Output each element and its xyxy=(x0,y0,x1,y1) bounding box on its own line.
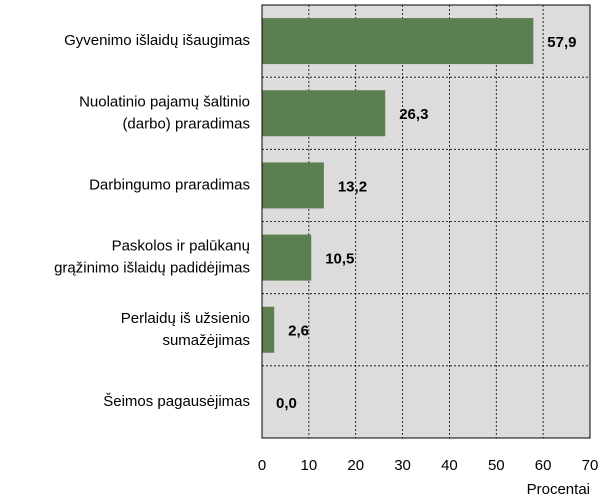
y-tick-label-line: Darbingumo praradimas xyxy=(89,176,250,193)
value-label: 13,2 xyxy=(338,178,367,195)
x-tick-label: 30 xyxy=(394,457,411,474)
y-tick-label-line: Gyvenimo išlaidų išaugimas xyxy=(64,32,250,49)
x-tick-label: 10 xyxy=(301,457,318,474)
y-tick-label: Darbingumo praradimas xyxy=(89,176,250,193)
y-tick-label: Gyvenimo išlaidų išaugimas xyxy=(64,32,250,49)
x-tick-label: 50 xyxy=(488,457,505,474)
bar xyxy=(262,90,386,137)
y-tick-label-line: Paskolos ir palūkanų xyxy=(112,238,250,255)
value-label: 0,0 xyxy=(276,395,297,412)
y-tick-label: Perlaidų iš užsienio sumažėjimas xyxy=(121,310,250,349)
y-tick-label-line: (darbo) praradimas xyxy=(122,115,250,132)
plot-border xyxy=(261,4,591,439)
y-tick-label: Paskolos ir palūkanų grąžinimo išlaidų pa… xyxy=(54,238,250,277)
y-tick-label-line: grąžinimo išlaidų padidėjimas xyxy=(54,260,250,277)
bar xyxy=(262,162,324,209)
y-tick-label: Šeimos pagausėjimas xyxy=(103,393,250,410)
x-axis-label: Procentai xyxy=(527,481,590,497)
y-tick-label-line: Nuolatinio pajamų šaltinio xyxy=(79,93,250,110)
y-tick-label-line: sumažėjimas xyxy=(162,332,250,349)
y-tick-label-line: Perlaidų iš užsienio xyxy=(121,310,250,327)
value-label: 57,9 xyxy=(547,34,576,51)
y-tick-label: Nuolatinio pajamų šaltinio (darbo) prarad… xyxy=(79,93,250,132)
bar xyxy=(262,18,534,65)
x-tick-label: 60 xyxy=(535,457,552,474)
value-label: 26,3 xyxy=(399,106,428,123)
bar xyxy=(262,234,312,281)
x-tick-label: 40 xyxy=(441,457,458,474)
x-tick-label: 20 xyxy=(347,457,364,474)
value-label: 2,6 xyxy=(288,323,309,340)
x-tick-label: 70 xyxy=(582,457,599,474)
y-tick-label-line: Šeimos pagausėjimas xyxy=(103,393,250,410)
bar xyxy=(262,306,275,353)
value-label: 10,5 xyxy=(325,251,354,268)
x-tick-label: 0 xyxy=(258,457,266,474)
